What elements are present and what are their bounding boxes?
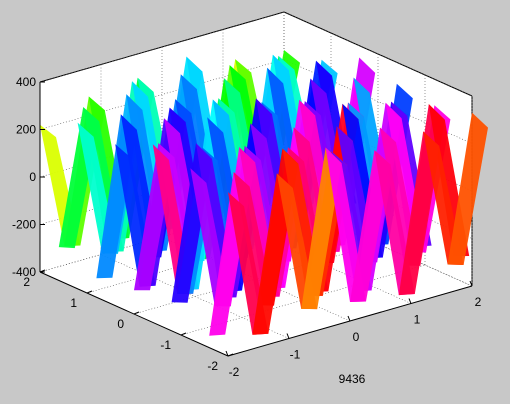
surface-facet xyxy=(325,147,366,302)
y-tick-mark xyxy=(133,311,140,315)
z-tick-label: 0 xyxy=(29,170,36,184)
x-tick-mark xyxy=(347,315,351,322)
y-tick-label: 1 xyxy=(70,296,77,310)
y-tick-mark xyxy=(227,353,234,357)
z-tick-label: -400 xyxy=(12,265,36,279)
x-axis-label: 9436 xyxy=(339,372,366,386)
z-tick-label: 200 xyxy=(16,123,36,137)
axes-front-box xyxy=(39,81,473,357)
grid-line-z-back xyxy=(39,59,285,130)
y-tick-label: 2 xyxy=(23,275,30,289)
surface-mesh xyxy=(40,50,488,336)
x-tick-mark xyxy=(225,350,229,357)
surface-row xyxy=(228,112,488,335)
x-tick-label: -2 xyxy=(229,365,240,379)
x-tick-mark xyxy=(286,333,290,339)
x-tick-label: 1 xyxy=(414,313,421,327)
surface-facet xyxy=(350,150,391,302)
surface-facet xyxy=(398,131,440,296)
z-tick-label: 400 xyxy=(16,75,36,89)
surface-facet xyxy=(301,147,342,310)
surface-facet xyxy=(447,112,488,265)
x-tick-label: 2 xyxy=(475,295,482,309)
y-tick-mark xyxy=(180,332,187,336)
z-tick-label: -200 xyxy=(12,218,36,232)
y-tick-mark xyxy=(86,290,93,294)
surface-facet xyxy=(252,173,293,335)
x-tick-mark xyxy=(408,298,412,304)
axes-ticks: -400 -200 0 200 400 -2 -1 0 1 2 -2 -1 0 1 2 xyxy=(12,75,482,379)
y-tick-label: -2 xyxy=(207,359,218,373)
x-tick-label: 0 xyxy=(353,330,360,344)
y-tick-mark xyxy=(39,269,46,273)
y-tick-label: -1 xyxy=(160,338,171,352)
x-tick-label: -1 xyxy=(290,348,301,362)
y-tick-label: 0 xyxy=(117,317,124,331)
x-tick-mark xyxy=(469,280,473,287)
